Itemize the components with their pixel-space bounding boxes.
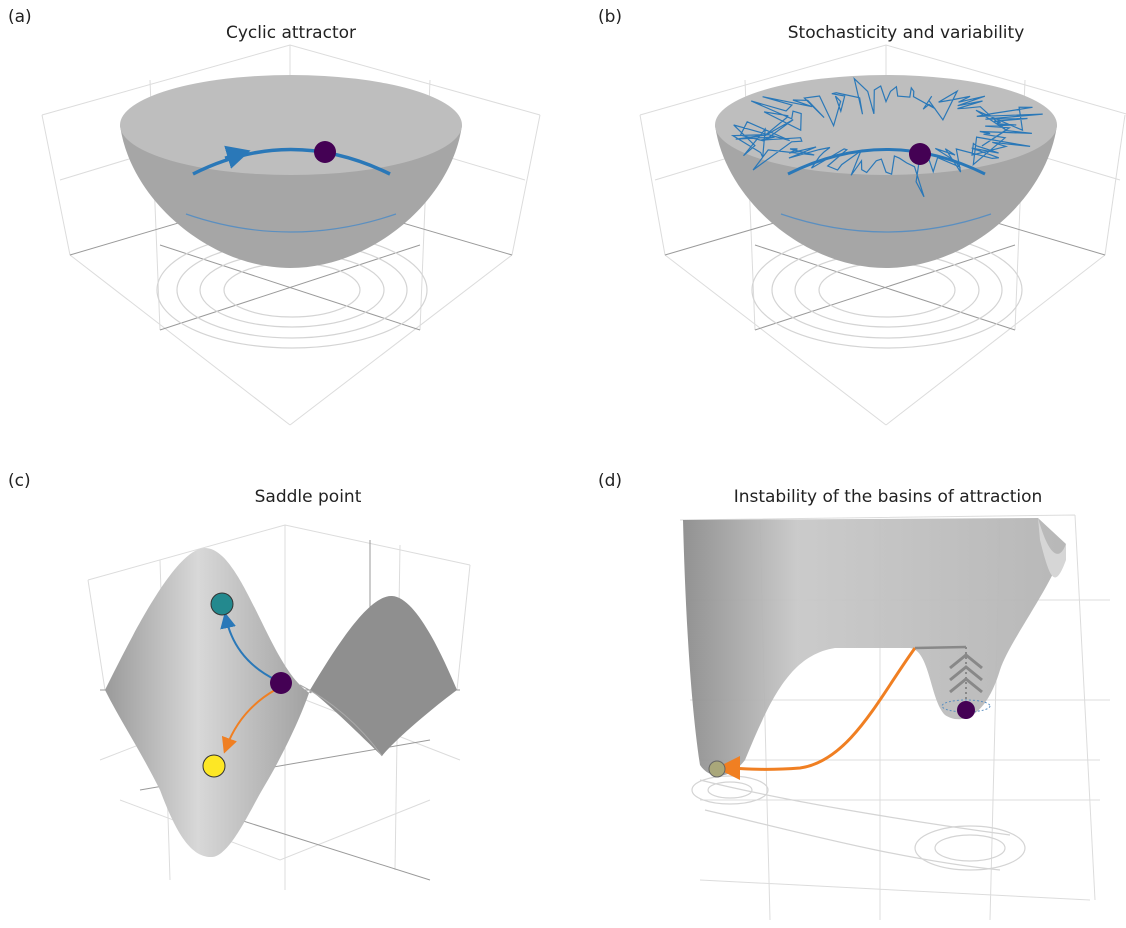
panel-b (640, 45, 1126, 425)
panel-label: (c) (8, 471, 31, 491)
panel-title: Instability of the basins of attraction (734, 487, 1043, 507)
panel-a (42, 45, 540, 425)
panel-label: (b) (598, 7, 622, 27)
figure: (a) Cyclic attractor (b) Stochasticity a… (0, 0, 1126, 928)
panel-title: Saddle point (255, 487, 362, 507)
panel-c (88, 525, 470, 890)
panel-label: (d) (598, 471, 622, 491)
panel-title: Stochasticity and variability (788, 23, 1025, 43)
panel-d (680, 515, 1110, 920)
panel-label: (a) (8, 7, 32, 27)
panel-title: Cyclic attractor (226, 23, 356, 43)
